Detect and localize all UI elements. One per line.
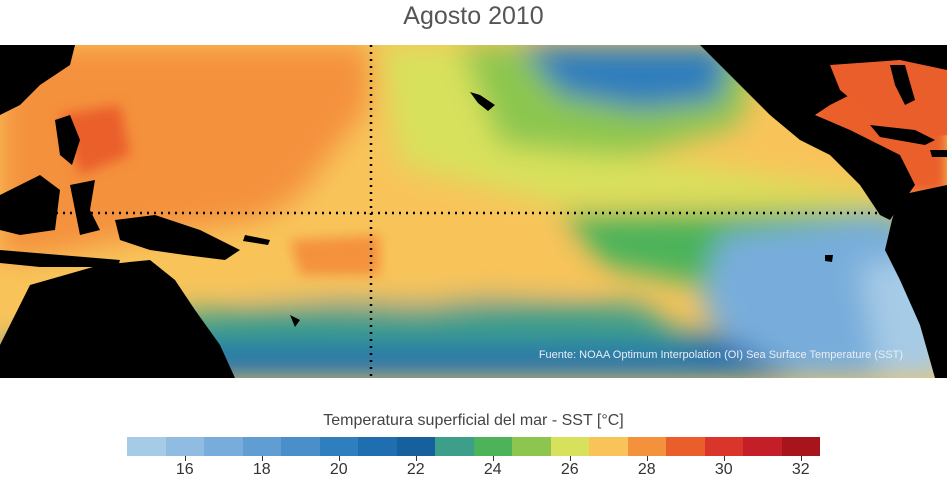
colorbar-segment [781,437,820,456]
north-america [700,45,947,220]
colorbar-segment [204,437,243,456]
hispaniola [930,150,947,157]
new-caledonia [290,315,300,327]
colorbar-segment [512,437,551,456]
colorbar-segment [589,437,628,456]
florida [890,65,915,105]
colorbar-tick-label: 18 [252,461,271,478]
south-orange-patch [290,235,380,275]
solomon-islands [243,235,270,245]
colorbar [127,437,820,456]
asia-landmass [0,45,75,115]
north-yellow-band [380,45,880,205]
galapagos [825,255,833,262]
colorbar-tick-label: 30 [714,461,733,478]
north-pacific-cold [520,45,730,110]
data-source-note: Fuente: NOAA Optimum Interpolation (OI) … [538,349,903,361]
land [0,45,947,378]
borneo [0,175,60,235]
colorbar-tick [800,456,802,461]
new-guinea [115,215,240,260]
philippines [55,115,80,165]
colorbar-ticks: 16 18 20 22 24 26 28 30 32 [127,456,820,480]
colorbar-tick-label: 28 [637,461,656,478]
colorbar-segment [281,437,320,456]
colorbar-segment [396,437,435,456]
colorbar-tick [569,456,571,461]
colorbar-tick-label: 22 [406,461,425,478]
colorbar-tick [415,456,417,461]
colorbar-tick [646,456,648,461]
colorbar-tick [338,456,340,461]
colorbar-tick-label: 24 [483,461,502,478]
sst-map [0,45,947,378]
colorbar-tick-label: 26 [560,461,579,478]
colorbar-tick [184,456,186,461]
colorbar-tick-label: 16 [175,461,194,478]
map-title: Agosto 2010 [403,2,544,30]
colorbar-segment [242,437,281,456]
colorbar-segment [473,437,512,456]
warm-pool-hot-spot [60,105,130,175]
colorbar-tick [492,456,494,461]
colorbar-tick-label: 32 [791,461,810,478]
colorbar-tick [261,456,263,461]
colorbar-segment [165,437,204,456]
colorbar-title: Temperatura superficial del mar - SST [°… [323,412,624,429]
western-warm-pool [0,45,370,260]
hawaii [470,92,495,111]
cuba [870,125,935,145]
colorbar-segment [743,437,782,456]
sulawesi [70,180,100,235]
java-sumatra [0,250,120,267]
colorbar-tick-label: 20 [329,461,348,478]
colorbar-segment [319,437,358,456]
colorbar-segment [627,437,666,456]
gulf-of-mexico [830,60,947,140]
south-america [885,185,947,378]
colorbar-segment [550,437,589,456]
colorbar-segment [435,437,474,456]
colorbar-segment [358,437,397,456]
southern-green [150,295,700,345]
colorbar-segment [666,437,705,456]
colorbar-segment [704,437,743,456]
australia [0,260,235,378]
colorbar-tick [723,456,725,461]
colorbar-segment [127,437,166,456]
